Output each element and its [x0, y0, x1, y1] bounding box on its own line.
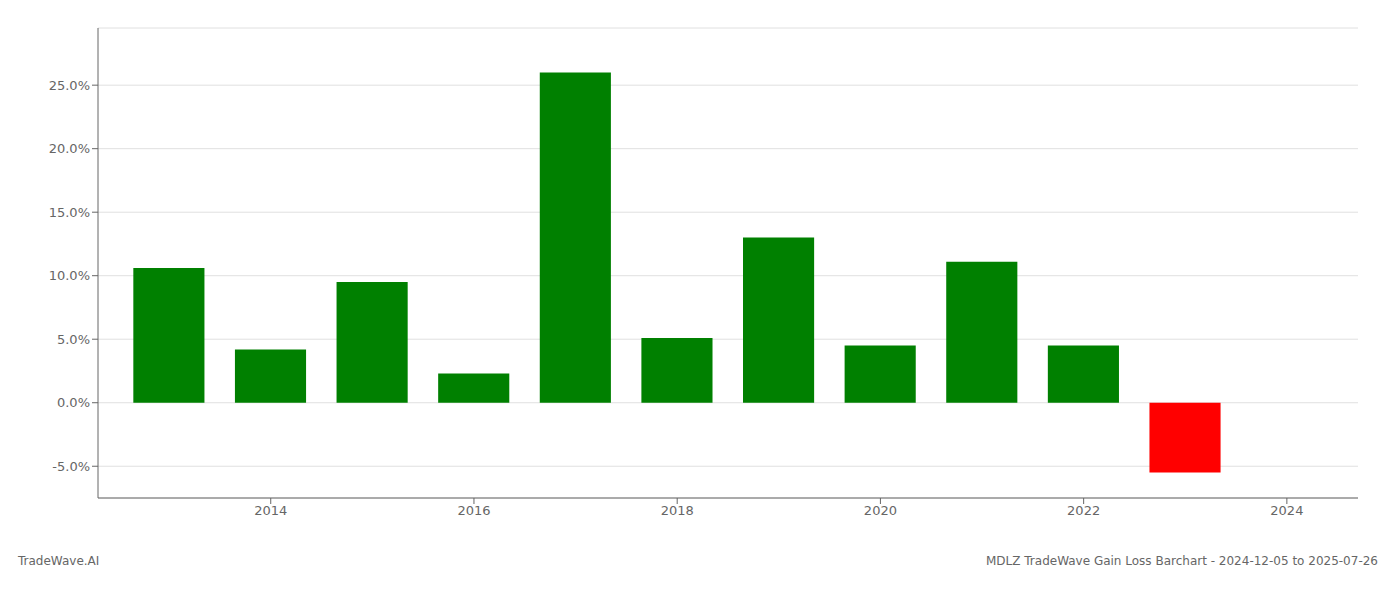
svg-text:5.0%: 5.0%: [57, 332, 90, 347]
svg-text:2022: 2022: [1067, 503, 1100, 518]
svg-text:25.0%: 25.0%: [49, 78, 90, 93]
svg-text:2016: 2016: [457, 503, 490, 518]
svg-text:2018: 2018: [661, 503, 694, 518]
svg-text:2024: 2024: [1270, 503, 1303, 518]
html-text:TradeWave.AI: TradeWave.AI: [18, 554, 100, 568]
svg-text:15.0%: 15.0%: [49, 205, 90, 220]
svg-text:2020: 2020: [864, 503, 897, 518]
svg-text:10.0%: 10.0%: [49, 268, 90, 283]
svg-text:20.0%: 20.0%: [49, 141, 90, 156]
svg-text:0.0%: 0.0%: [57, 395, 90, 410]
svg-text:-5.0%: -5.0%: [52, 459, 90, 474]
svg-text:2014: 2014: [254, 503, 287, 518]
html-text:MDLZ TradeWave Gain Loss Barch: MDLZ TradeWave Gain Loss Barchart - 2024…: [986, 554, 1378, 568]
